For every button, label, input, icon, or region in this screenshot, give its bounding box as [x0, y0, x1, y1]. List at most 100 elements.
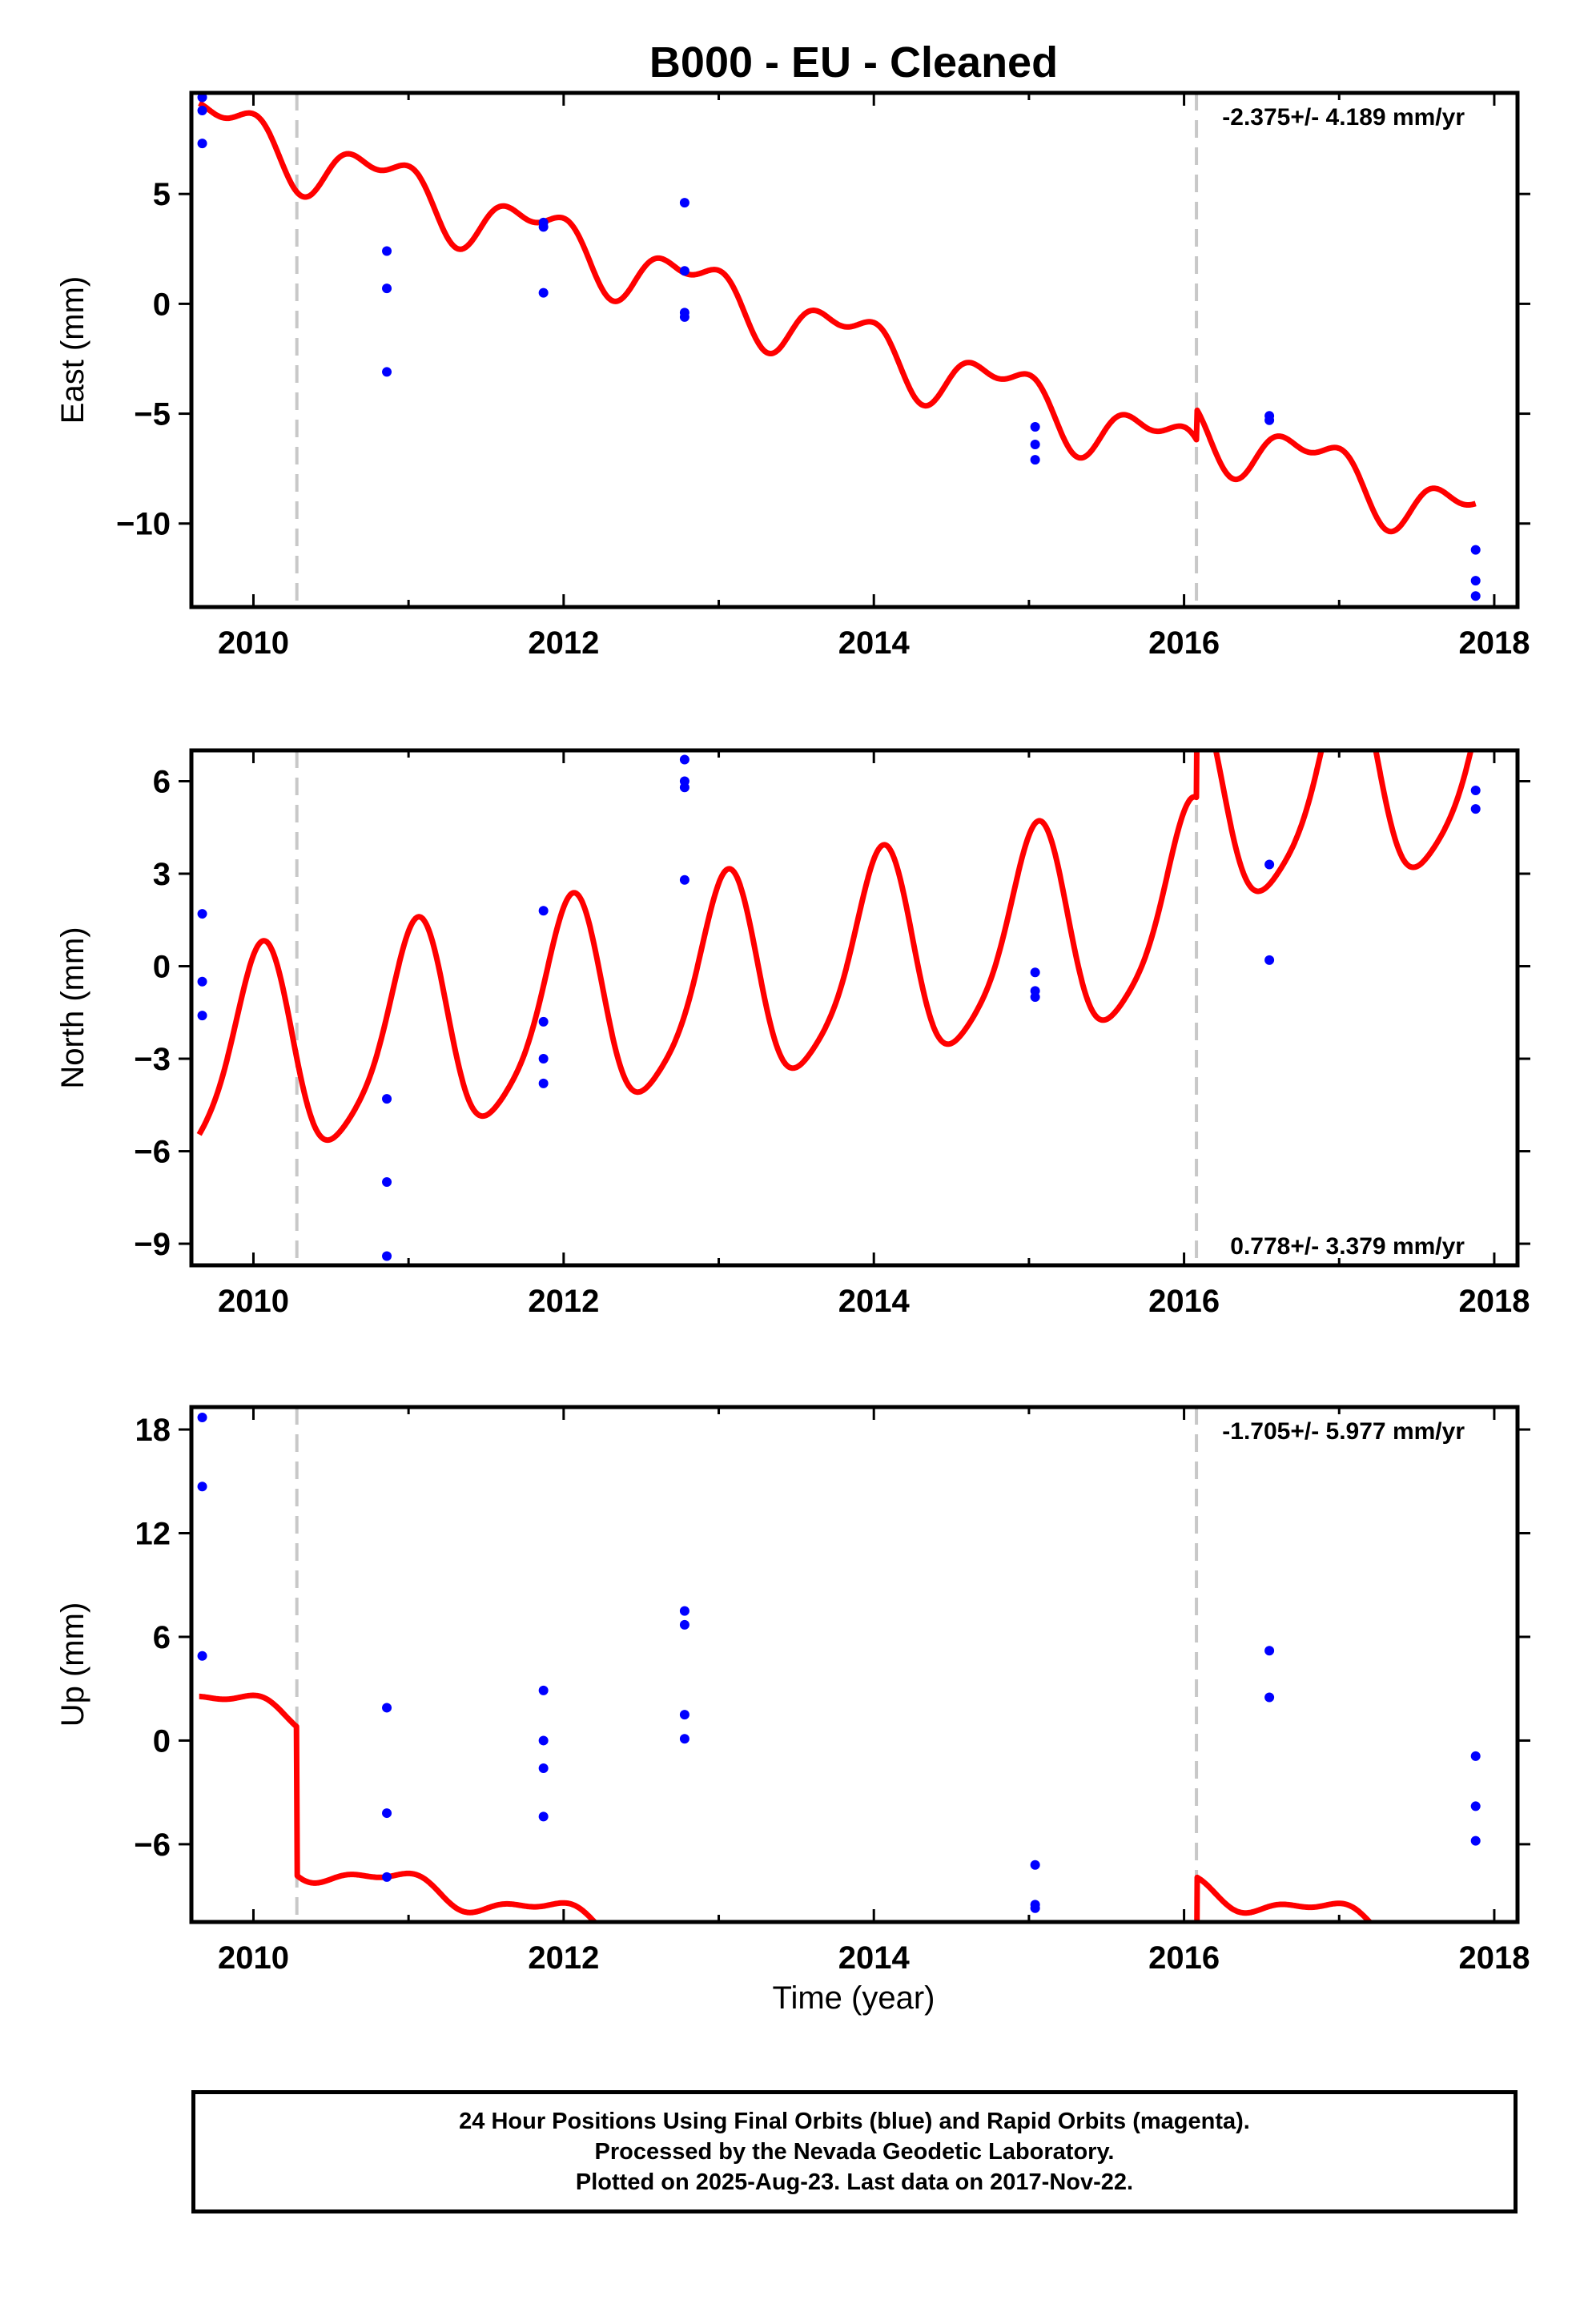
north-data-point-3 — [197, 1011, 207, 1021]
north-x-tick-label: 2012 — [528, 1284, 599, 1319]
north-x-tick-label: 2010 — [218, 1284, 289, 1319]
east-data-point-20 — [1470, 576, 1481, 586]
north-data-point-15 — [1030, 967, 1040, 978]
up-data-point-4 — [382, 1703, 392, 1713]
north-data-point-21 — [1470, 804, 1481, 814]
north-y-tick-label: 6 — [153, 765, 171, 800]
up-data-point-3 — [197, 1651, 207, 1661]
east-data-point-8 — [538, 222, 549, 232]
up-data-point-9 — [538, 1763, 549, 1773]
north-data-point-11 — [679, 754, 689, 765]
north-y-tick-label: 0 — [153, 950, 171, 985]
north-data-point-9 — [538, 1054, 549, 1064]
footer-line-2: Processed by the Nevada Geodetic Laborat… — [594, 2139, 1115, 2165]
up-x-tick-label: 2010 — [218, 1940, 289, 1976]
east-data-point-13 — [679, 312, 689, 322]
north-x-tick-label: 2014 — [838, 1284, 911, 1319]
north-data-point-18 — [1264, 859, 1275, 870]
up-data-point-1 — [197, 1412, 207, 1422]
up-data-point-8 — [538, 1735, 549, 1746]
north-model-curve — [196, 750, 1474, 1144]
up-y-tick-label: −6 — [134, 1827, 171, 1863]
east-data-point-3 — [197, 139, 207, 149]
chart-title: B000 - EU - Cleaned — [649, 38, 1058, 86]
north-panel: 2010 2012 2014 2016 2018 6 3 0 −3 −6 −9 North (mm) 0… — [55, 748, 1530, 1319]
up-rate-label: -1.705+/- 5.977 mm/yr — [1222, 1418, 1465, 1445]
north-y-tick-label: −3 — [134, 1042, 171, 1077]
north-data-point-5 — [382, 1177, 392, 1188]
east-data-point-14 — [1030, 422, 1040, 432]
up-data-point-6 — [382, 1872, 392, 1882]
east-y-axis-label: East (mm) — [55, 276, 90, 424]
east-data-point-18 — [1264, 415, 1275, 425]
east-x-tick-label: 2012 — [528, 625, 599, 661]
x-axis-label: Time (year) — [773, 1980, 935, 2016]
north-data-point-2 — [197, 976, 207, 987]
east-plot-frame — [189, 90, 1520, 609]
north-y-axis-label: North (mm) — [55, 927, 90, 1088]
up-data-point-21 — [1470, 1801, 1481, 1811]
east-x-tick-label: 2014 — [838, 625, 911, 661]
east-y-tick-label: 0 — [153, 287, 171, 322]
east-y-tick-label: −10 — [116, 507, 171, 542]
east-data-point-11 — [679, 266, 689, 276]
up-x-tick-label: 2012 — [528, 1940, 599, 1976]
east-rate-label: -2.375+/- 4.189 mm/yr — [1222, 104, 1465, 131]
east-x-tick-label: 2016 — [1148, 625, 1220, 661]
north-x-tick-label: 2016 — [1148, 1284, 1220, 1319]
up-y-tick-label: 0 — [153, 1723, 171, 1759]
east-data-point-21 — [1470, 591, 1481, 601]
up-data-point-22 — [1470, 1835, 1481, 1846]
north-data-point-7 — [538, 906, 549, 916]
east-y-tick-label: 5 — [153, 177, 171, 212]
north-plot-frame — [189, 748, 1520, 1268]
up-x-tick-label: 2016 — [1148, 1940, 1220, 1976]
east-y-tick-label: −5 — [134, 397, 171, 432]
up-data-point-11 — [679, 1606, 689, 1616]
east-data-point-4 — [382, 246, 392, 256]
up-data-point-13 — [679, 1710, 689, 1720]
up-data-point-14 — [679, 1734, 689, 1744]
north-y-tick-label: 3 — [153, 857, 171, 892]
up-data-point-19 — [1264, 1692, 1275, 1703]
north-rate-label: 0.778+/- 3.379 mm/yr — [1230, 1233, 1465, 1260]
up-data-point-17 — [1030, 1903, 1040, 1913]
up-plot-frame — [189, 1405, 1520, 1924]
north-y-tick-label: −6 — [134, 1135, 171, 1170]
north-data-point-1 — [197, 909, 207, 919]
up-data-point-20 — [1470, 1751, 1481, 1761]
east-x-tick-label: 2010 — [218, 625, 289, 661]
east-data-point-2 — [197, 105, 207, 115]
up-x-tick-label: 2014 — [838, 1940, 911, 1976]
east-data-point-10 — [679, 198, 689, 208]
up-x-tick-label: 2018 — [1458, 1940, 1530, 1976]
footer-line-1: 24 Hour Positions Using Final Orbits (bl… — [459, 2109, 1250, 2134]
up-data-point-5 — [382, 1808, 392, 1819]
north-data-point-10 — [538, 1078, 549, 1088]
up-y-tick-label: 12 — [135, 1517, 171, 1552]
east-panel: 2010 2012 2014 2016 2018 5 0 −5 −10 East (mm) -2.3… — [55, 90, 1530, 661]
north-data-point-17 — [1030, 992, 1040, 1003]
footer-box: 24 Hour Positions Using Final Orbits (bl… — [191, 2090, 1518, 2213]
north-x-tick-label: 2018 — [1458, 1284, 1530, 1319]
north-data-point-6 — [382, 1251, 392, 1261]
up-data-point-7 — [538, 1685, 549, 1695]
east-x-tick-label: 2018 — [1458, 625, 1530, 661]
north-data-point-8 — [538, 1016, 549, 1027]
east-data-point-16 — [1030, 455, 1040, 465]
east-data-point-9 — [538, 287, 549, 298]
east-data-point-6 — [382, 367, 392, 377]
north-data-point-19 — [1264, 955, 1275, 965]
up-data-point-10 — [538, 1811, 549, 1822]
up-y-tick-label: 18 — [135, 1413, 171, 1448]
north-data-point-4 — [382, 1094, 392, 1104]
up-model-curve — [197, 1692, 1374, 1922]
up-data-point-15 — [1030, 1860, 1040, 1870]
east-data-point-15 — [1030, 439, 1040, 449]
up-y-axis-label: Up (mm) — [55, 1602, 90, 1727]
east-data-point-5 — [382, 283, 392, 294]
up-y-tick-label: 6 — [153, 1620, 171, 1655]
up-data-point-18 — [1264, 1646, 1275, 1656]
north-data-point-20 — [1470, 786, 1481, 796]
